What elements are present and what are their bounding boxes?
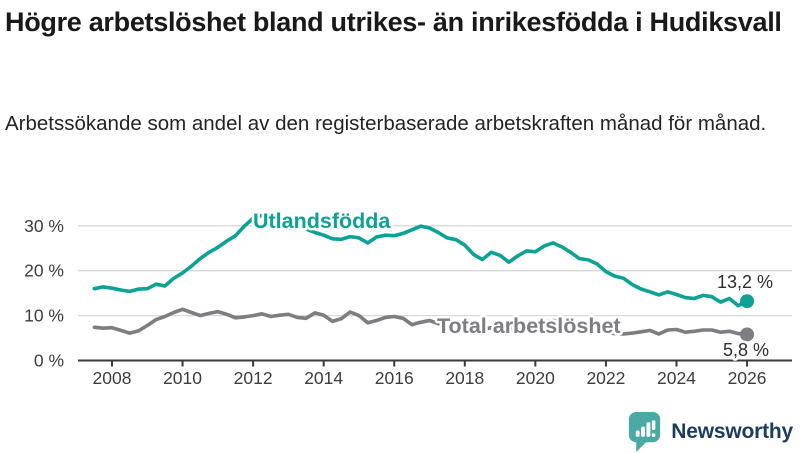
chart-subtitle: Arbetssökande som andel av den registerb… xyxy=(5,112,767,135)
newsworthy-logo-text: Newsworthy xyxy=(671,420,793,443)
x-tick-label: 2014 xyxy=(304,368,343,388)
end-value-label: 13,2 % xyxy=(717,272,773,292)
x-tick-label: 2022 xyxy=(586,368,625,388)
end-value-label: 5,8 % xyxy=(723,340,769,360)
x-tick-label: 2016 xyxy=(375,368,414,388)
x-tick-label: 2008 xyxy=(93,368,132,388)
chart-title: Högre arbetslöshet bland utrikes- än inr… xyxy=(5,7,782,37)
series-line-total xyxy=(92,307,749,337)
series-line-utlandsfodda xyxy=(92,213,749,308)
x-tick-label: 2026 xyxy=(728,368,767,388)
series-end-dot xyxy=(740,294,755,309)
bar-chart-speech-bubble-icon xyxy=(629,411,661,453)
x-tick-label: 2024 xyxy=(657,368,696,388)
y-tick-label: 10 % xyxy=(24,306,64,326)
series-label-total: Total arbetslöshet xyxy=(437,314,621,338)
newsworthy-logo: Newsworthy xyxy=(627,411,793,453)
y-tick-label: 30 % xyxy=(24,216,64,236)
x-tick-label: 2018 xyxy=(445,368,484,388)
series-end-dot xyxy=(740,327,755,342)
x-tick-label: 2012 xyxy=(234,368,273,388)
y-tick-label: 20 % xyxy=(24,261,64,281)
y-tick-label: 0 % xyxy=(34,351,64,371)
x-tick-label: 2020 xyxy=(516,368,555,388)
x-tick-label: 2010 xyxy=(163,368,202,388)
series-label-utlandsfodda: Utlandsfödda xyxy=(253,209,391,233)
